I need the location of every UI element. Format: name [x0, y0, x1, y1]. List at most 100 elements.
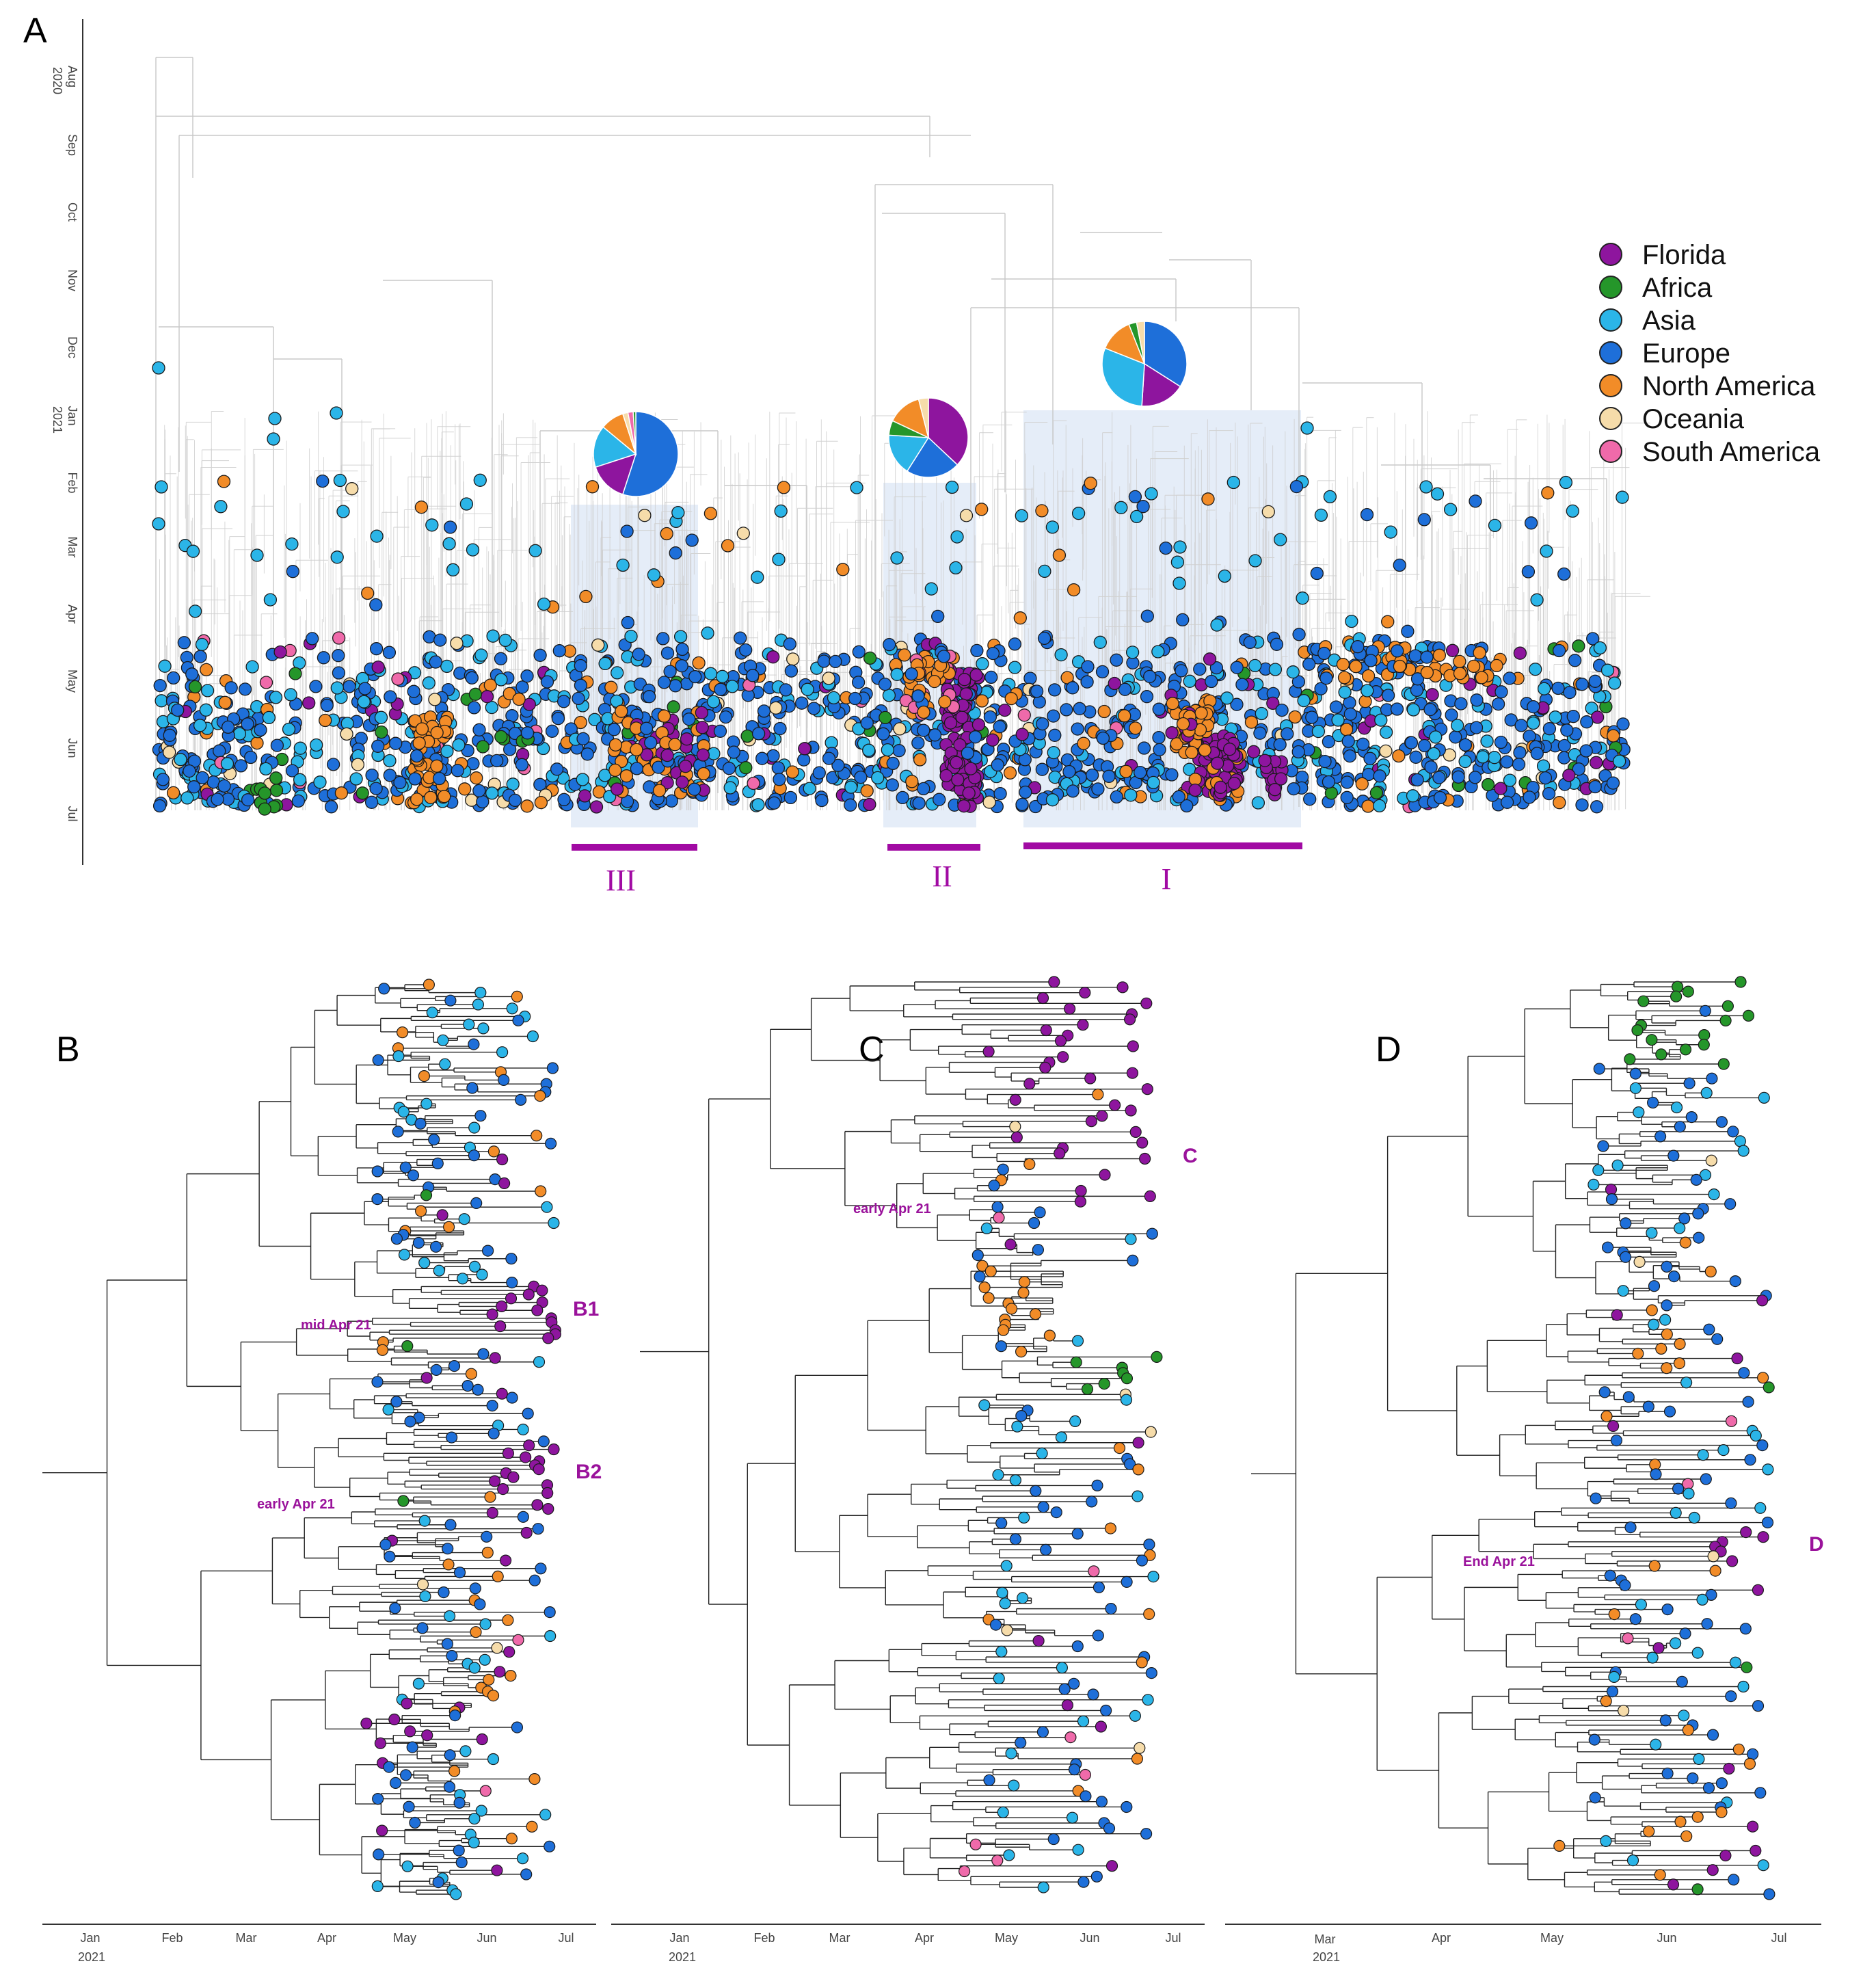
tip-florida [531, 1499, 544, 1511]
tip-africa [356, 786, 369, 800]
tip-asia [801, 682, 814, 696]
tip-europe [406, 1741, 418, 1753]
tip-asia [528, 544, 542, 557]
tip-north-america [1349, 660, 1363, 674]
tip-europe [448, 1359, 461, 1372]
tip-europe [156, 773, 170, 786]
tip-europe [1542, 786, 1556, 801]
tip-europe [224, 681, 238, 695]
tip-florida [488, 1475, 501, 1487]
tip-asia [950, 530, 964, 544]
tip-europe [1037, 631, 1051, 646]
tip-florida [1015, 728, 1029, 741]
tip-europe [1310, 566, 1324, 581]
tip-europe [1270, 637, 1284, 651]
tip-north-america [520, 799, 534, 813]
tip-europe [1243, 635, 1257, 650]
tip-europe [152, 799, 167, 813]
tip-europe [713, 724, 727, 738]
tip-europe [408, 772, 422, 786]
tip-europe [1092, 1630, 1104, 1642]
tip-asia [459, 1745, 472, 1757]
tip-north-america [1029, 1308, 1042, 1320]
tip-europe [995, 1517, 1008, 1529]
tip-europe [486, 1400, 498, 1412]
tip-europe [403, 1800, 415, 1813]
tip-south-america [259, 676, 273, 689]
tip-europe [372, 1793, 384, 1805]
tip-europe [444, 1749, 456, 1761]
tip-europe [1230, 661, 1244, 674]
tip-europe [444, 1519, 457, 1531]
tip-florida [958, 673, 972, 687]
tip-asia [250, 548, 264, 562]
tip-asia [715, 669, 729, 683]
tip-europe [576, 732, 590, 746]
panel-a-time-ticks: Aug Sep Oct Nov Dec Jan Feb Mar Apr May … [51, 66, 79, 822]
pie-slice-europe [906, 436, 959, 478]
tip-europe [1066, 784, 1080, 798]
tip-florida [1268, 783, 1282, 797]
tip-north-america [442, 1221, 455, 1233]
tip-asia [479, 1653, 491, 1666]
tip-europe [1401, 624, 1415, 638]
tip-europe [379, 1539, 392, 1551]
tip-asia [425, 518, 439, 532]
tip-europe [746, 669, 760, 682]
tip-africa [1369, 786, 1384, 800]
panel-b-letter: B [56, 1030, 80, 1069]
tip-europe [1110, 653, 1123, 667]
tip-europe [1343, 749, 1357, 763]
tip-asia [1071, 507, 1086, 520]
tip-europe [196, 771, 209, 785]
tip-europe [326, 758, 340, 771]
tip-asia [544, 1630, 557, 1643]
tip-europe [1322, 775, 1336, 789]
tip-north-america [505, 1833, 518, 1845]
tip-europe [241, 793, 255, 807]
tip-europe [469, 1582, 481, 1595]
tip-north-america [250, 736, 264, 750]
tip-asia [232, 727, 247, 741]
tip-asia [1055, 1431, 1068, 1444]
tip-florida [998, 703, 1012, 717]
tip-europe [1066, 681, 1080, 695]
tip-north-america [319, 713, 332, 728]
tip-florida [1040, 1024, 1052, 1037]
tip-europe [444, 994, 457, 1007]
tip-europe [1176, 613, 1190, 627]
tip-europe [1032, 1244, 1045, 1256]
tip-florida [1165, 726, 1179, 740]
tip-north-america [615, 704, 628, 718]
tip-florida [1074, 1195, 1087, 1208]
tip-oceania [638, 509, 652, 522]
tip-europe [343, 680, 356, 693]
tip-asia [1054, 648, 1068, 662]
tip-florida [982, 1046, 995, 1058]
tip-europe [620, 524, 634, 538]
tip-asia [1300, 421, 1314, 435]
panel-a-letter: A [23, 11, 47, 51]
tip-florida [498, 1177, 511, 1190]
tip-north-america [721, 539, 735, 553]
tip-asia [1488, 518, 1502, 533]
tip-europe [1071, 1528, 1084, 1540]
tip-asia [336, 505, 350, 518]
tip-europe [1356, 737, 1370, 751]
tip-florida [522, 1288, 535, 1301]
tip-asia [526, 1030, 539, 1043]
tip-europe [632, 648, 645, 661]
tip-europe [795, 696, 809, 710]
tip-europe [472, 1383, 484, 1396]
tip-asia [398, 1249, 411, 1261]
b-tick-apr: Apr [317, 1931, 336, 1945]
tip-europe [1099, 1704, 1112, 1717]
tip-asia [155, 480, 168, 494]
tip-north-america [1185, 745, 1198, 760]
tip-asia [293, 741, 307, 755]
tip-europe [522, 1407, 534, 1420]
tip-florida [1032, 1635, 1045, 1647]
tip-florida [986, 733, 1000, 747]
tip-europe [1579, 744, 1593, 758]
tip-europe [1036, 717, 1049, 731]
